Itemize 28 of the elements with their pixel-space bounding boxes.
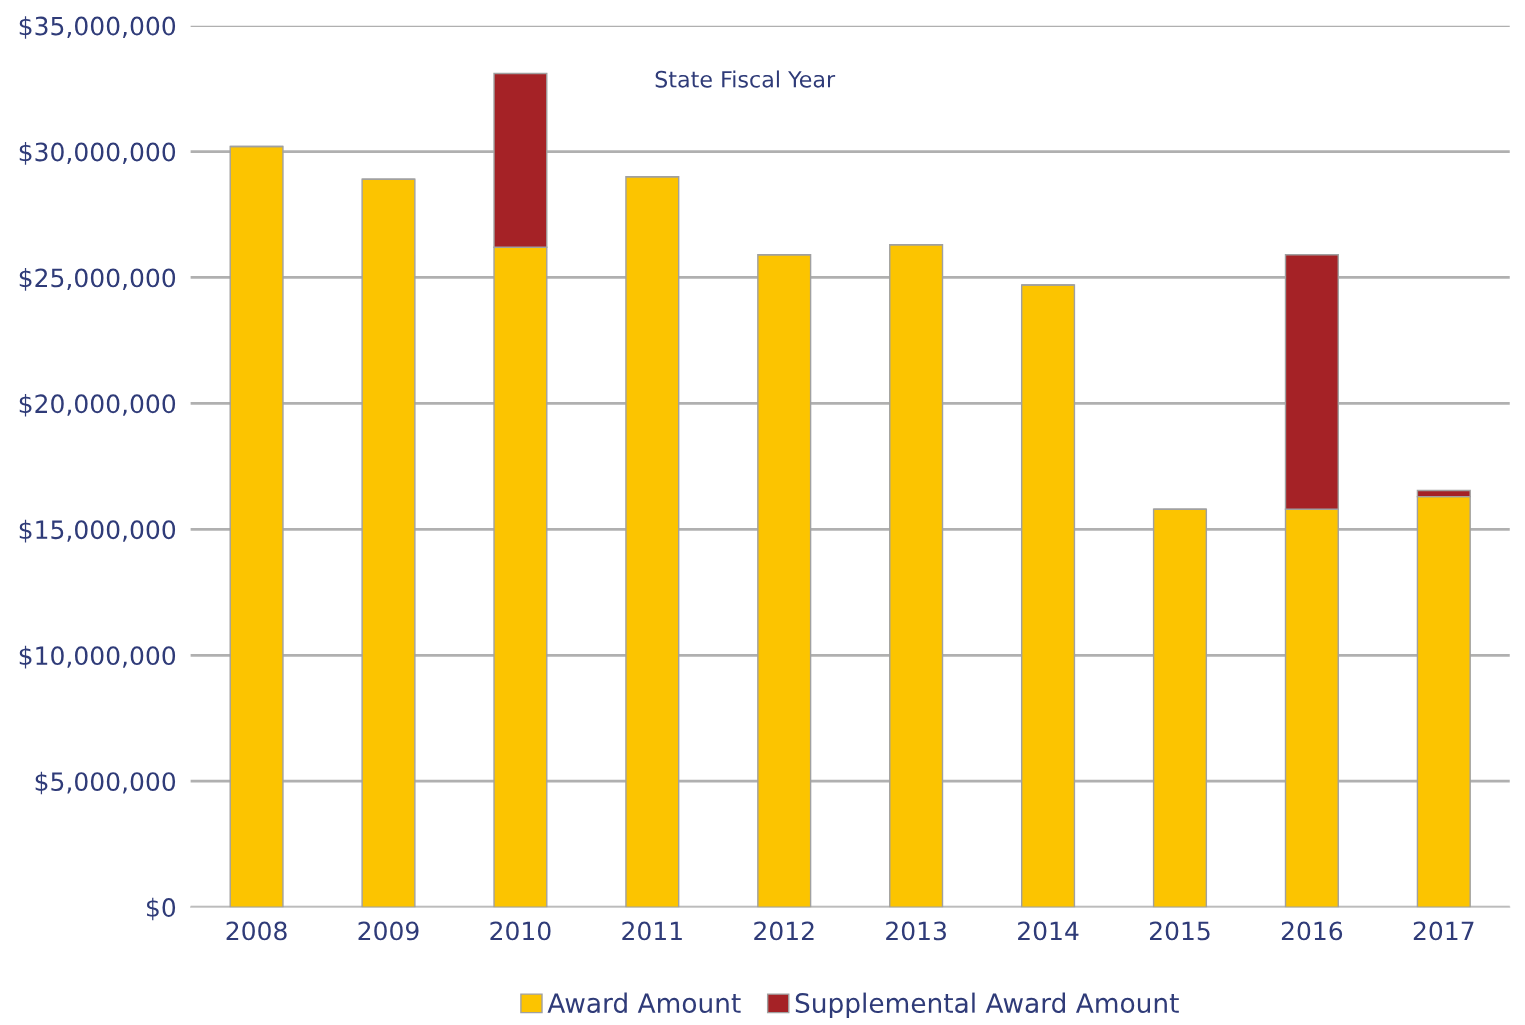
x-tick-label: 2013 bbox=[886, 921, 946, 941]
x-tick-label: 2016 bbox=[1281, 921, 1343, 941]
x-tick-label: 2014 bbox=[1018, 921, 1079, 941]
x-tick-label: 2015 bbox=[1149, 921, 1210, 941]
x-tick-label: 2012 bbox=[754, 921, 814, 941]
x-axis-title: State Fiscal Year bbox=[655, 70, 836, 88]
bar bbox=[889, 244, 944, 908]
y-tick-label: $25,000,000 bbox=[19, 267, 176, 291]
x-tick-label: 2009 bbox=[358, 921, 419, 941]
y-tick-label: $20,000,000 bbox=[19, 393, 176, 417]
bar bbox=[361, 178, 416, 908]
y-tick-label: $10,000,000 bbox=[19, 645, 176, 669]
bar bbox=[757, 254, 812, 908]
x-tick-label: 2011 bbox=[622, 921, 682, 941]
x-tick-label: 2008 bbox=[226, 921, 287, 941]
legend-label: Supplemental Award Amount bbox=[795, 992, 1179, 1019]
bar bbox=[1020, 284, 1076, 908]
y-tick-label: $15,000,000 bbox=[19, 519, 176, 543]
legend-label: Award Amount bbox=[547, 992, 741, 1014]
y-tick-label: $30,000,000 bbox=[19, 142, 176, 165]
y-tick-label: $35,000,000 bbox=[19, 16, 176, 39]
y-tick-label: $0 bbox=[147, 897, 176, 921]
bar bbox=[1152, 508, 1208, 908]
bar bbox=[625, 176, 680, 908]
bar bbox=[229, 145, 284, 908]
y-tick-label: $5,000,000 bbox=[35, 771, 176, 795]
x-tick-label: 2010 bbox=[490, 921, 551, 941]
x-tick-label: 2017 bbox=[1413, 921, 1474, 941]
